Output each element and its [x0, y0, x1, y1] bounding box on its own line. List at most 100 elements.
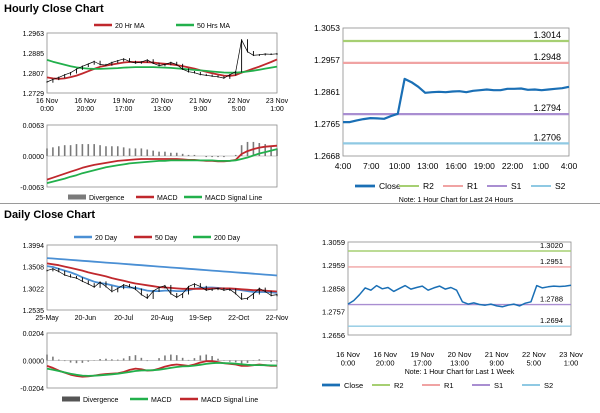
- hourly-levels-ytick: 1.2957: [314, 55, 340, 65]
- hourly-levels-legend-label: S2: [555, 181, 566, 191]
- daily-levels-ytick: 1.3059: [322, 238, 345, 247]
- hourly-levels-note: Note: 1 Hour Chart for Last 24 Hours: [399, 197, 514, 204]
- hourly-price-ytick: 1.2729: [23, 91, 45, 98]
- daily-legend-200day-label: 200 Day: [214, 235, 241, 242]
- daily-levels-xtick: 21 Nov 9:00: [485, 350, 509, 368]
- daily-levels-r2-value: 1.3020: [540, 241, 563, 250]
- hourly-legend-divergence-label: Divergence: [89, 195, 125, 202]
- daily-legend-macd-label: MACD: [151, 397, 172, 404]
- daily-macd-ytick: 0.0204: [23, 331, 45, 338]
- daily-levels-legend-label: R2: [394, 381, 404, 390]
- hourly-price-ytick: 1.2885: [23, 51, 45, 58]
- hourly-levels-xtick: 4:00: [335, 161, 352, 171]
- hourly-price-ytick: 1.2963: [23, 31, 45, 38]
- daily-levels-ytick: 1.2959: [322, 261, 345, 270]
- section-divider: [0, 203, 600, 204]
- hourly-legend-20hr-label: 20 Hr MA: [115, 23, 145, 30]
- hourly-levels-s2-value: 1.2706: [533, 132, 561, 142]
- daily-legend-divergence-label: Divergence: [83, 397, 119, 404]
- hourly-price-xtick: 20 Nov 13:00: [151, 98, 174, 113]
- hourly-levels-s1-value: 1.2794: [533, 103, 561, 113]
- daily-levels-legend-label: R1: [444, 381, 454, 390]
- daily-price-ytick: 1.2535: [23, 308, 45, 315]
- hourly-price-xtick: 23 Nov 1:00: [266, 98, 289, 113]
- daily-price-xtick: 22-Nov: [266, 315, 289, 322]
- daily-levels-xtick: 16 Nov 20:00: [373, 350, 397, 368]
- hourly-section-title: Hourly Close Chart: [4, 3, 104, 15]
- daily-price-ytick: 1.3022: [23, 286, 45, 293]
- hourly-price-close-line: [46, 39, 278, 83]
- daily-price-xtick: 20-Aug: [151, 315, 174, 322]
- hourly-levels-xtick: 22:00: [502, 161, 524, 171]
- daily-levels-xtick: 23 Nov 1:00: [559, 350, 583, 368]
- hourly-price-xtick: 19 Nov 17:00: [113, 98, 136, 113]
- daily-price-ytick: 1.3994: [23, 243, 45, 250]
- hourly-levels-xtick: 7:00: [363, 161, 380, 171]
- hourly-levels-legend-label: Close: [379, 181, 401, 191]
- hourly-legend-50hr-label: 50 Hrs MA: [197, 23, 230, 30]
- daily-price-50-day-line: [46, 262, 278, 293]
- hourly-levels-r1-value: 1.2948: [533, 52, 561, 62]
- hourly-levels-ytick: 1.2765: [314, 119, 340, 129]
- daily-levels-xtick: 20 Nov 13:00: [448, 350, 472, 368]
- hourly-macd-signal-line: [46, 148, 278, 184]
- daily-levels-xtick: 19 Nov 17:00: [410, 350, 434, 368]
- hourly-levels-xtick: 1:00: [532, 161, 549, 171]
- daily-levels-s1-value: 1.2788: [540, 295, 563, 304]
- daily-levels-ytick: 1.2656: [322, 331, 345, 340]
- daily-levels-legend-label: Close: [344, 381, 363, 390]
- hourly-levels-ytick: 1.3053: [314, 23, 340, 33]
- hourly-price-ytick: 1.2807: [23, 71, 45, 78]
- hourly-levels-ytick: 1.2668: [314, 151, 340, 161]
- hourly-legend-macd-label: MACD: [157, 195, 178, 202]
- hourly-macd-ytick: 0.0000: [23, 154, 45, 161]
- daily-legend-50day-label: 50 Day: [155, 235, 178, 242]
- hourly-levels-r2-value: 1.3014: [533, 30, 561, 40]
- daily-macd-signal-line: [46, 361, 278, 377]
- hourly-macd-ytick: -0.0063: [20, 185, 44, 192]
- daily-price-200-day-line: [46, 257, 278, 277]
- hourly-price-xtick: 22 Nov 5:00: [228, 98, 251, 113]
- daily-levels-xtick: 16 Nov 0:00: [336, 350, 360, 368]
- hourly-legend-signal-label: MACD Signal Line: [205, 195, 262, 202]
- hourly-macd-macd-line: [46, 144, 278, 181]
- hourly-price-50-hrs-ma-line: [46, 59, 278, 74]
- daily-price-xtick: 25-May: [35, 315, 59, 322]
- hourly-macd-ytick: 0.0063: [23, 123, 45, 130]
- hourly-price-xtick: 21 Nov 9:00: [189, 98, 212, 113]
- hourly-levels-xtick: 4:00: [561, 161, 578, 171]
- daily-levels-ytick: 1.2757: [322, 308, 345, 317]
- daily-price-xtick: 20-Jun: [75, 315, 97, 322]
- daily-levels-note: Note: 1 Hour Chart for Last 1 Week: [405, 369, 515, 376]
- daily-price-close-line: [46, 268, 278, 300]
- daily-section-title: Daily Close Chart: [4, 209, 96, 221]
- daily-legend-signal-label: MACD Signal Line: [201, 397, 258, 404]
- hourly-levels-xtick: 19:00: [474, 161, 496, 171]
- hourly-levels-legend-label: R1: [467, 181, 478, 191]
- daily-price-xtick: 20-Jul: [114, 315, 134, 322]
- hourly-levels-ytick: 1.2861: [314, 87, 340, 97]
- hourly-price-xtick: 16 Nov 0:00: [36, 98, 59, 113]
- hourly-levels-close-line: [343, 77, 570, 124]
- hourly-levels-legend-label: S1: [511, 181, 522, 191]
- daily-levels-legend-label: S2: [544, 381, 553, 390]
- daily-macd-ytick: -0.0204: [20, 386, 44, 393]
- daily-legend-20day-label: 20 Day: [95, 235, 118, 242]
- hourly-price-xtick: 16 Nov 20:00: [74, 98, 97, 113]
- daily-price-xtick: 19-Sep: [189, 315, 212, 322]
- daily-levels-close-line: [347, 284, 572, 308]
- hourly-levels-xtick: 16:00: [445, 161, 467, 171]
- daily-levels-ytick: 1.2858: [322, 284, 345, 293]
- daily-macd-ytick: 0.0000: [23, 359, 45, 366]
- daily-levels-s2-value: 1.2694: [540, 316, 563, 325]
- hourly-levels-xtick: 10:00: [389, 161, 411, 171]
- hourly-levels-legend-label: R2: [423, 181, 434, 191]
- daily-levels-r1-value: 1.2951: [540, 257, 563, 266]
- daily-price-ytick: 1.3508: [23, 265, 45, 272]
- daily-price-xtick: 22-Oct: [228, 315, 249, 322]
- hourly-price-20-hr-ma-line: [46, 58, 278, 80]
- daily-levels-legend-label: S1: [494, 381, 503, 390]
- hourly-levels-xtick: 13:00: [417, 161, 439, 171]
- daily-levels-xtick: 22 Nov 5:00: [522, 350, 546, 368]
